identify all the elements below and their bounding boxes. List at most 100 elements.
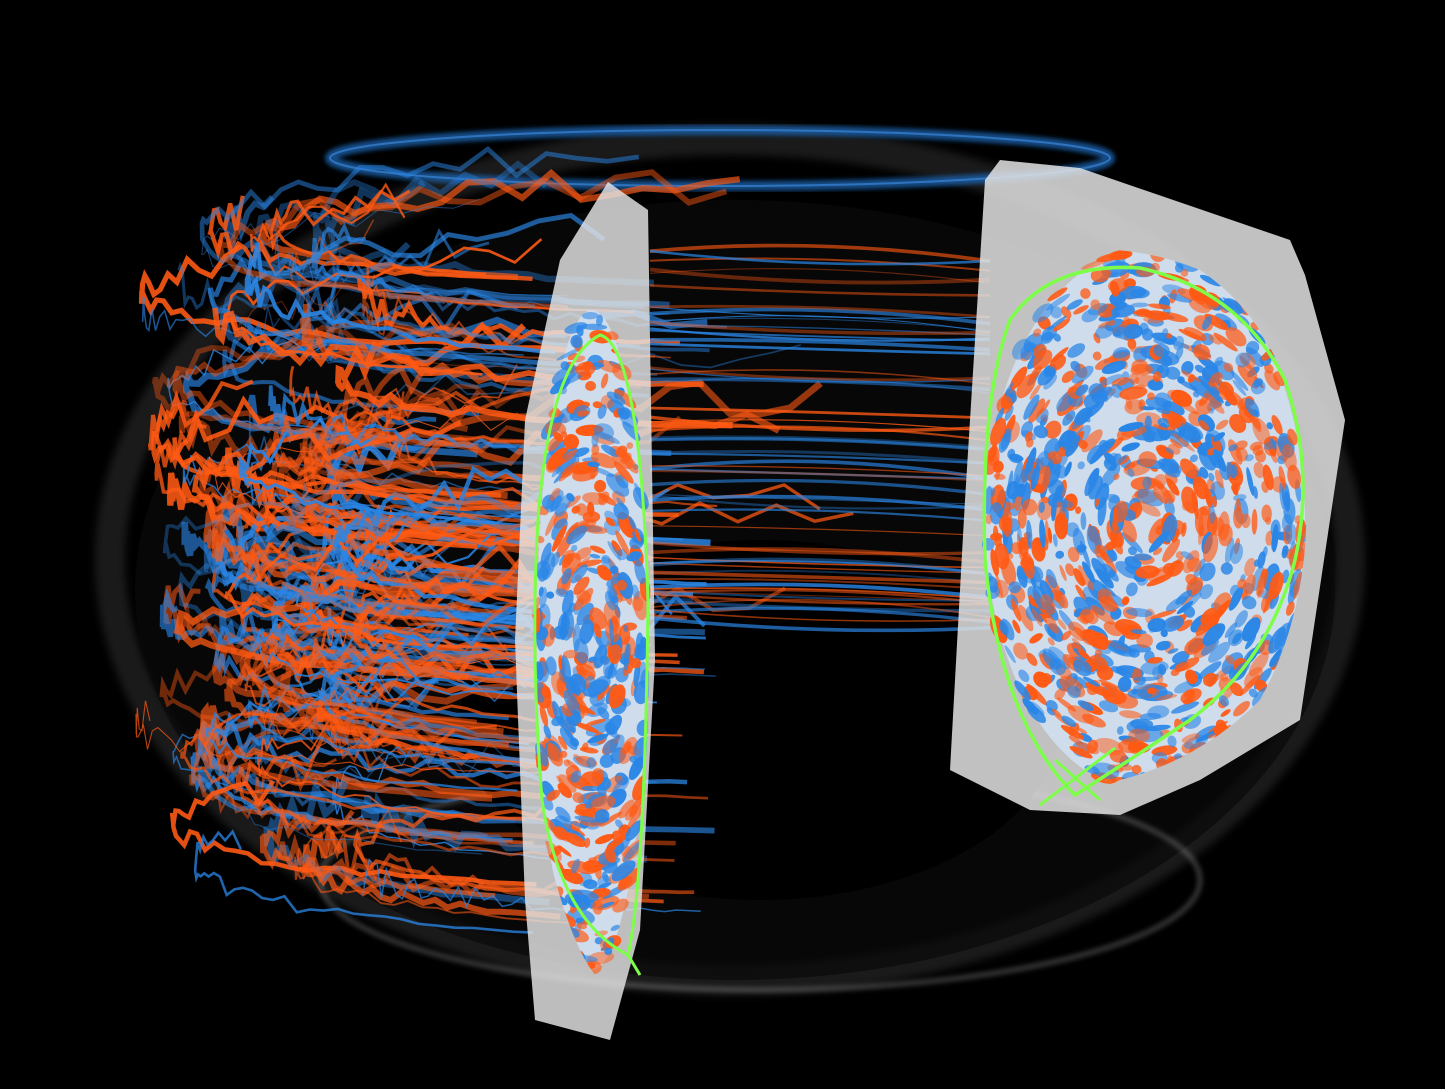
turbulence-eddy bbox=[1261, 504, 1272, 523]
turbulence-eddy bbox=[1270, 519, 1281, 539]
field-line bbox=[649, 598, 991, 619]
turbulence-eddy bbox=[1076, 727, 1088, 734]
turbulence-eddy bbox=[1039, 399, 1051, 415]
turbulence-eddy bbox=[1193, 344, 1211, 361]
turbulence-eddy bbox=[1051, 708, 1062, 717]
turbulence-eddy bbox=[1198, 512, 1204, 538]
turbulence-eddy bbox=[551, 671, 565, 695]
turbulence-eddy bbox=[1025, 431, 1033, 443]
turbulence-eddy bbox=[1168, 414, 1182, 429]
turbulence-eddy bbox=[1130, 288, 1150, 299]
turbulence-eddy bbox=[1049, 354, 1067, 371]
turbulence-eddy bbox=[1244, 454, 1254, 462]
turbulence-eddy bbox=[1131, 359, 1149, 374]
turbulence-eddy bbox=[562, 549, 576, 564]
turbulence-eddy bbox=[576, 663, 586, 677]
turbulence-eddy bbox=[556, 865, 573, 877]
turbulence-eddy bbox=[558, 774, 577, 793]
field-line bbox=[649, 452, 991, 465]
turbulence-eddy bbox=[1086, 739, 1099, 754]
turbulence-eddy bbox=[551, 465, 562, 478]
turbulence-eddy bbox=[1263, 440, 1279, 450]
field-line bbox=[334, 364, 596, 487]
turbulence-eddy bbox=[608, 684, 626, 709]
turbulence-eddy bbox=[1248, 688, 1258, 698]
turbulence-eddy bbox=[565, 521, 579, 536]
turbulence-eddy bbox=[1090, 299, 1101, 311]
turbulence-eddy bbox=[1111, 304, 1135, 318]
turbulence-eddy bbox=[1094, 544, 1107, 558]
turbulence-eddy bbox=[1241, 589, 1249, 601]
turbulence-eddy bbox=[1099, 374, 1124, 386]
turbulence-eddy bbox=[1081, 429, 1103, 453]
field-line bbox=[649, 465, 991, 477]
turbulence-eddy bbox=[1269, 655, 1280, 668]
turbulence-eddy bbox=[1152, 547, 1163, 556]
field-line bbox=[199, 145, 640, 304]
turbulence-pattern-right bbox=[981, 249, 1307, 793]
turbulence-eddy bbox=[1233, 701, 1250, 717]
turbulence-eddy bbox=[1241, 513, 1251, 529]
turbulence-eddy bbox=[1030, 464, 1040, 490]
turbulence-eddy bbox=[1208, 334, 1222, 345]
turbulence-eddy bbox=[1121, 442, 1140, 452]
turbulence-eddy bbox=[540, 542, 552, 568]
turbulence-eddy bbox=[1043, 374, 1058, 390]
turbulence-eddy bbox=[563, 649, 578, 659]
turbulence-eddy bbox=[1109, 641, 1130, 654]
turbulence-eddy bbox=[1127, 338, 1137, 350]
field-line bbox=[649, 616, 991, 633]
turbulence-eddy bbox=[625, 820, 643, 842]
turbulence-eddy bbox=[634, 528, 641, 542]
turbulence-eddy bbox=[1126, 582, 1138, 597]
turbulence-eddy bbox=[1071, 638, 1082, 648]
turbulence-eddy bbox=[1279, 482, 1285, 510]
turbulence-eddy bbox=[1253, 378, 1263, 388]
field-line bbox=[649, 562, 991, 574]
turbulence-eddy bbox=[555, 588, 569, 597]
turbulence-eddy bbox=[1200, 607, 1216, 625]
turbulence-eddy bbox=[1057, 618, 1067, 630]
turbulence-eddy bbox=[560, 610, 575, 641]
turbulence-eddy bbox=[1101, 563, 1119, 582]
turbulence-eddy bbox=[612, 898, 629, 913]
turbulence-eddy bbox=[1023, 394, 1040, 420]
turbulence-eddy bbox=[1210, 386, 1220, 396]
turbulence-eddy bbox=[1153, 343, 1170, 358]
turbulence-eddy bbox=[1044, 420, 1062, 439]
turbulence-eddy bbox=[1018, 669, 1030, 683]
turbulence-eddy bbox=[1117, 676, 1132, 692]
turbulence-eddy bbox=[597, 706, 610, 720]
turbulence-eddy bbox=[1287, 428, 1298, 446]
turbulence-eddy bbox=[1101, 394, 1109, 403]
turbulence-eddy bbox=[589, 545, 606, 554]
turbulence-eddy bbox=[1197, 661, 1222, 680]
field-line bbox=[649, 324, 991, 336]
turbulence-eddy bbox=[1220, 709, 1231, 717]
turbulence-eddy bbox=[574, 815, 600, 823]
turbulence-eddy bbox=[616, 579, 628, 591]
turbulence-eddy bbox=[1150, 609, 1177, 620]
turbulence-eddy bbox=[573, 721, 600, 734]
turbulence-eddy bbox=[1215, 419, 1229, 430]
turbulence-eddy bbox=[570, 545, 578, 552]
turbulence-eddy bbox=[1224, 622, 1238, 638]
turbulence-eddy bbox=[1264, 369, 1281, 391]
turbulence-eddy bbox=[1253, 559, 1260, 567]
turbulence-eddy bbox=[1112, 326, 1125, 339]
turbulence-eddy bbox=[1128, 373, 1140, 385]
turbulence-eddy bbox=[1127, 689, 1152, 699]
turbulence-eddy bbox=[615, 530, 630, 556]
turbulence-eddy bbox=[1241, 617, 1261, 642]
turbulence-eddy bbox=[1067, 546, 1080, 563]
turbulence-eddy bbox=[1223, 298, 1243, 315]
field-line bbox=[649, 557, 991, 577]
turbulence-eddy bbox=[1009, 455, 1022, 464]
turbulence-eddy bbox=[1253, 462, 1265, 479]
turbulence-eddy bbox=[594, 809, 610, 823]
turbulence-eddy bbox=[564, 322, 588, 334]
turbulence-eddy bbox=[570, 770, 582, 783]
turbulence-eddy bbox=[1263, 590, 1274, 614]
turbulence-eddy bbox=[1213, 332, 1238, 352]
turbulence-eddy bbox=[1121, 519, 1137, 543]
